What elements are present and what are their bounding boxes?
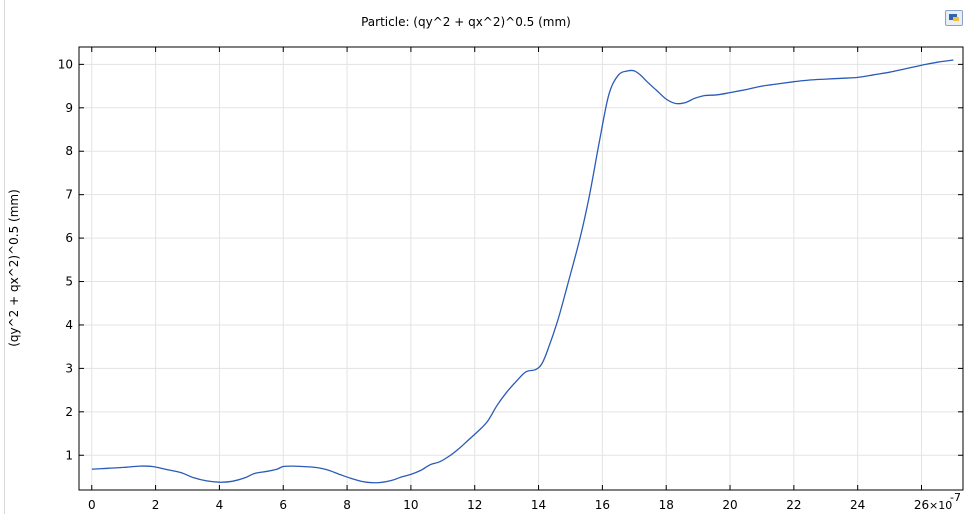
x-tick-label: 4 (216, 498, 224, 512)
series-line (91, 59, 954, 484)
y-tick-label: 7 (65, 188, 73, 202)
x-multiplier-base: ×10 (929, 499, 952, 512)
x-tick-label: 16 (595, 498, 610, 512)
app-logo-icon[interactable] (945, 10, 963, 26)
grid-lines (79, 47, 963, 490)
y-tick-label: 9 (65, 101, 73, 115)
x-tick-label: 8 (343, 498, 351, 512)
x-tick-label: 24 (850, 498, 865, 512)
x-tick-label: 20 (722, 498, 737, 512)
plot-area-frame (78, 46, 964, 491)
y-tick-label: 8 (65, 144, 73, 158)
x-tick-label: 10 (403, 498, 418, 512)
chart-title: Particle: (qy^2 + qx^2)^0.5 (mm) (361, 15, 571, 29)
y-tick-label: 4 (65, 318, 73, 332)
x-tick-label: 0 (88, 498, 96, 512)
x-tick-label: 12 (467, 498, 482, 512)
window-border (4, 0, 5, 514)
y-tick-label: 10 (58, 57, 73, 71)
x-axis-multiplier: ×10 -7 (929, 491, 961, 512)
x-tick-label: 6 (279, 498, 287, 512)
x-tick-label: 14 (531, 498, 546, 512)
x-tick-label: 26 (914, 498, 929, 512)
y-tick-label: 2 (65, 405, 73, 419)
y-tick-label: 5 (65, 275, 73, 289)
x-tick-label: 18 (659, 498, 674, 512)
y-tick-label: 6 (65, 231, 73, 245)
series-layer (91, 59, 954, 484)
x-tick-label: 2 (152, 498, 160, 512)
y-tick-label: 3 (65, 361, 73, 375)
y-tick-label: 1 (65, 448, 73, 462)
x-tick-label: 22 (786, 498, 801, 512)
x-multiplier-exponent: -7 (950, 491, 961, 504)
